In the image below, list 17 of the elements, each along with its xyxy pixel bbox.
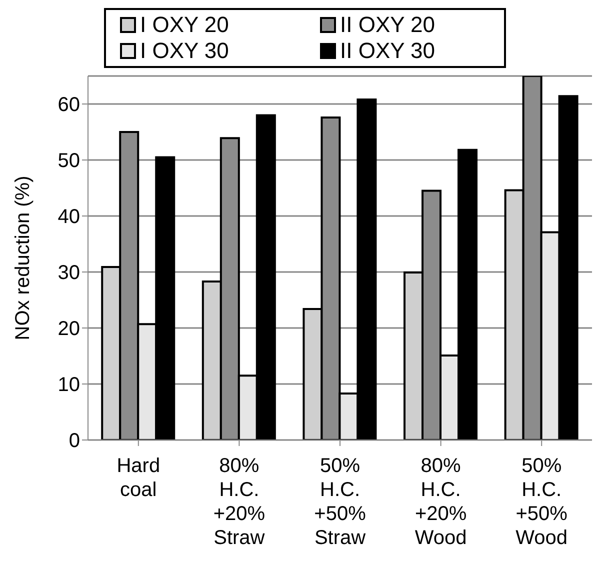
legend-label: I OXY 20 — [140, 12, 229, 38]
x-tick-label: 50% H.C. +50% Straw — [314, 455, 366, 549]
x-tick-label: 80% H.C. +20% Straw — [213, 455, 266, 549]
x-tick-label: 80% H.C. +20% Wood — [414, 455, 467, 549]
x-tick-label: 50% H.C. +50% Wood — [516, 455, 568, 549]
legend-label: I OXY 30 — [140, 38, 229, 64]
y-tick-label: 10 — [58, 374, 80, 396]
y-tick-label: 60 — [58, 94, 80, 116]
y-tick-label: 0 — [68, 430, 80, 452]
y-tick-label: 40 — [58, 206, 80, 228]
y-axis-title: NOx reduction (%) — [12, 176, 34, 340]
y-tick-label: 20 — [58, 318, 80, 340]
legend-label: II OXY 30 — [340, 38, 435, 64]
x-tick-label: Hard coal — [116, 455, 160, 501]
legend-label: II OXY 20 — [340, 12, 435, 38]
y-tick-label: 50 — [58, 150, 80, 172]
y-tick-label: 30 — [58, 262, 80, 284]
